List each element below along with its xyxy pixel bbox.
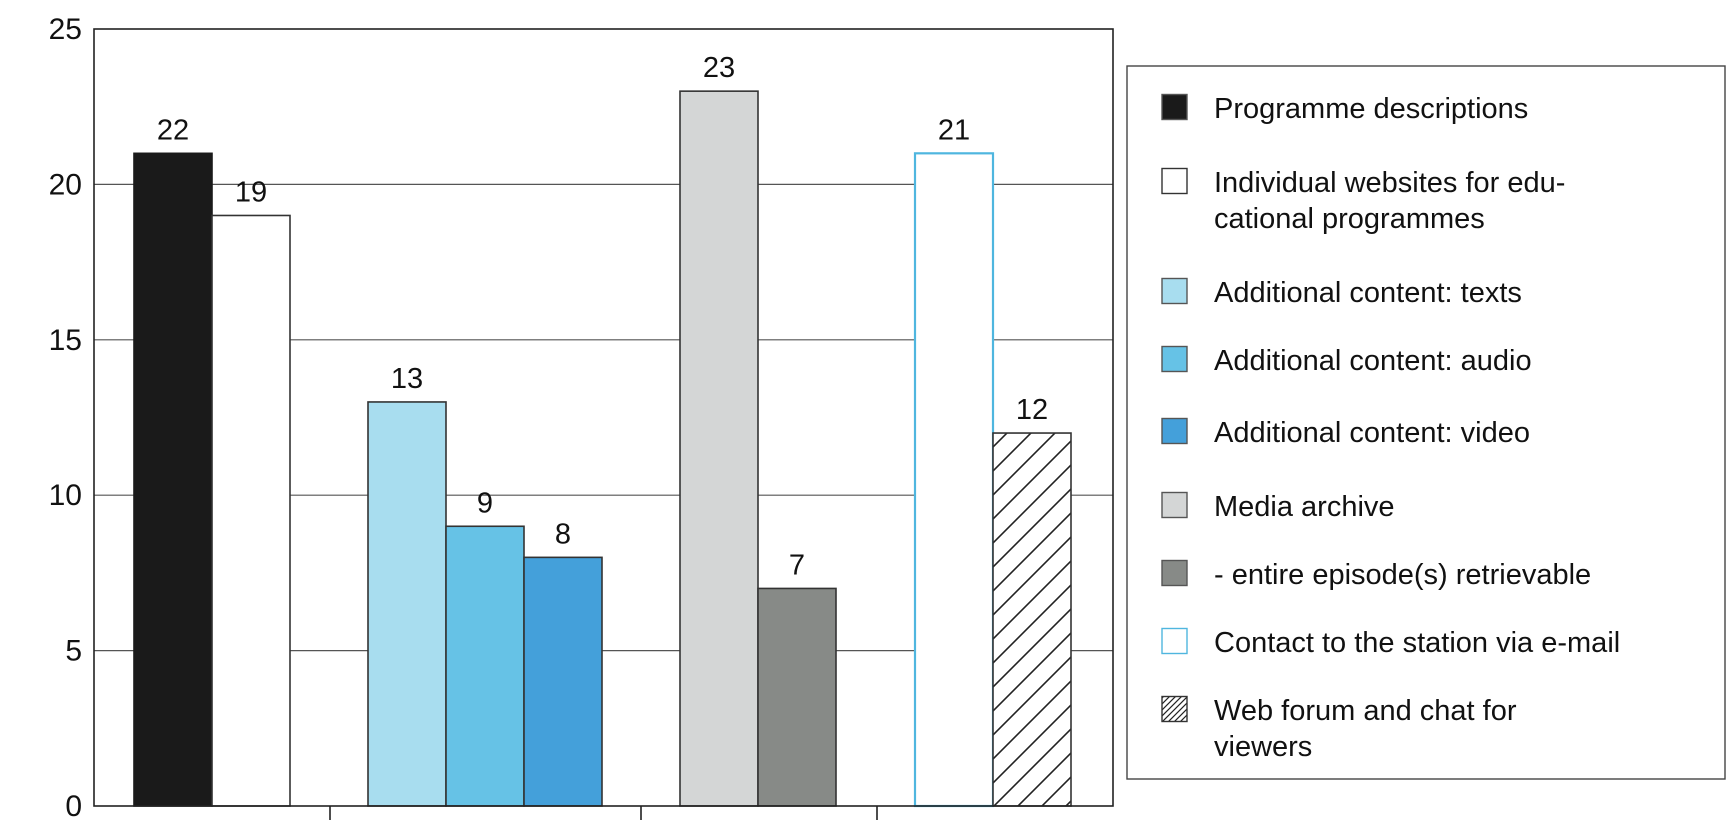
data-label-media-archive: 23: [703, 52, 735, 84]
bars: [133, 90, 1072, 808]
legend-label-web-forum-line-2: viewers: [1214, 731, 1312, 763]
legend-swatch-contact-email: [1161, 627, 1188, 655]
y-tick-label-0: 0: [65, 790, 82, 821]
bar-web-forum: [992, 432, 1072, 807]
legend-box: [1126, 65, 1726, 780]
bar-media-archive: [679, 90, 759, 807]
legend-label-additional-audio: Additional content: audio: [1214, 345, 1532, 377]
data-label-additional-video: 8: [555, 518, 571, 550]
legend-label-additional-texts: Additional content: texts: [1214, 277, 1522, 309]
legend-label-web-forum-line-1: Web forum and chat for: [1214, 695, 1517, 727]
legend-label-additional-video: Additional content: video: [1214, 417, 1530, 449]
y-tick-label-25: 25: [49, 13, 82, 46]
legend-label-programme-descriptions: Programme descriptions: [1214, 93, 1528, 125]
data-label-entire-episodes: 7: [789, 549, 805, 581]
data-label-additional-texts: 13: [391, 363, 423, 395]
data-label-contact-email: 21: [938, 114, 970, 146]
legend-swatch-additional-texts: [1161, 277, 1188, 305]
legend-label-individual-websites-line-1: Individual websites for edu-: [1214, 167, 1565, 199]
y-tick-label-15: 15: [49, 324, 82, 357]
legend-label-media-archive: Media archive: [1214, 491, 1395, 523]
bar-additional-video: [523, 556, 603, 807]
legend-swatch-additional-video: [1161, 417, 1188, 445]
bar-additional-audio: [445, 525, 525, 807]
y-tick-label-20: 20: [49, 168, 82, 201]
legend-swatch-media-archive: [1161, 491, 1188, 519]
plot-frame: [93, 28, 1114, 807]
legend-swatch-programme-descriptions: [1161, 93, 1188, 121]
legend-swatch-additional-audio: [1161, 345, 1188, 373]
bar-entire-episodes: [757, 587, 837, 807]
legend-swatch-web-forum: [1161, 695, 1188, 723]
data-label-web-forum: 12: [1016, 394, 1048, 426]
data-label-individual-websites: 19: [235, 176, 267, 208]
data-label-additional-audio: 9: [477, 487, 493, 519]
bar-additional-texts: [367, 401, 447, 807]
bar-individual-websites: [211, 214, 291, 807]
legend-swatch-entire-episodes: [1161, 559, 1188, 587]
legend: Programme descriptions Individual website…: [1126, 65, 1726, 780]
y-axis: 0 5 10 15 20 25: [49, 13, 878, 821]
legend-swatch-individual-websites: [1161, 167, 1188, 195]
bar-contact-email: [913, 152, 995, 808]
data-label-programme-descriptions: 22: [157, 114, 189, 146]
legend-label-entire-episodes: - entire episode(s) retrievable: [1214, 559, 1591, 591]
value-labels: 22 19 13 9 8 23 7 21 12: [157, 52, 1048, 581]
bar-programme-descriptions: [133, 152, 213, 807]
legend-label-individual-websites-line-2: cational programmes: [1214, 203, 1485, 235]
y-tick-label-5: 5: [65, 635, 82, 668]
legend-label-contact-email: Contact to the station via e-mail: [1214, 627, 1620, 659]
y-tick-label-10: 10: [49, 479, 82, 512]
